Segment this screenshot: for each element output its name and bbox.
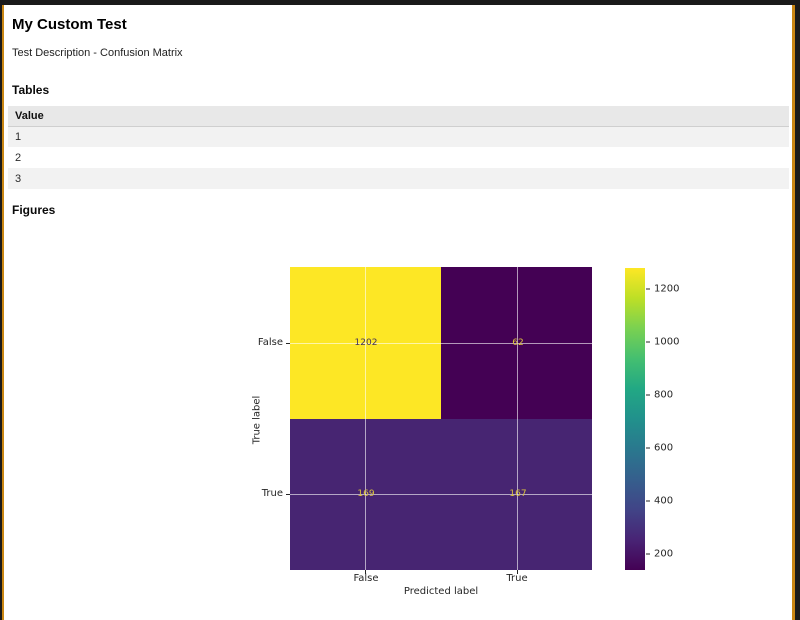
y-tick-label-true: True — [261, 488, 283, 499]
confusion-matrix-figure: True label False True 1202 62 169 167 Fa… — [0, 248, 800, 620]
table-row: 2 — [8, 147, 789, 168]
page-description: Test Description - Confusion Matrix — [12, 47, 183, 59]
frame-right-edge — [795, 0, 800, 620]
tick-mark — [646, 394, 650, 396]
colorbar-gradient — [625, 268, 645, 570]
colorbar-tick: 1000 — [646, 337, 679, 348]
report-content: My Custom Test Test Description - Confus… — [4, 5, 791, 217]
frame-top-bar — [0, 0, 800, 5]
colorbar-tick: 1200 — [646, 284, 679, 295]
colorbar-tick-label: 200 — [654, 548, 674, 560]
left-accent-border — [2, 5, 4, 620]
gridline — [290, 494, 592, 495]
colorbar-tick-label: 600 — [654, 442, 674, 454]
frame-left-edge — [0, 0, 2, 620]
x-tick-label-true: True — [506, 573, 528, 584]
tick-mark — [286, 494, 290, 495]
tick-mark — [365, 570, 366, 574]
tick-mark — [646, 288, 650, 290]
tick-mark — [646, 500, 650, 502]
colorbar-tick: 600 — [646, 443, 673, 454]
gridline — [365, 267, 366, 570]
colorbar-tick-label: 1200 — [654, 283, 680, 295]
cell-value: 62 — [512, 338, 524, 348]
table-header-cell: Value — [8, 106, 789, 127]
colorbar-tick-label: 1000 — [654, 336, 680, 348]
colorbar: 1200 1000 800 600 400 200 — [625, 268, 679, 570]
gridline — [290, 343, 592, 344]
values-table: Value 1 2 3 — [8, 106, 789, 189]
heatmap: 1202 62 169 167 — [286, 267, 592, 574]
y-axis-label: True label — [251, 395, 263, 445]
cell-value: 1202 — [354, 338, 378, 348]
x-tick-label-false: False — [353, 573, 379, 584]
tick-mark — [646, 553, 650, 555]
colorbar-tick: 800 — [646, 390, 673, 401]
cell-value: 167 — [509, 489, 527, 499]
cell-value: 169 — [357, 489, 375, 499]
tick-mark — [646, 447, 650, 449]
table-cell: 1 — [15, 130, 22, 143]
colorbar-tick: 200 — [646, 549, 673, 560]
colorbar-tick-label: 800 — [654, 389, 674, 401]
colorbar-tick-label: 400 — [654, 495, 674, 507]
x-axis-label: Predicted label — [403, 586, 479, 597]
tick-mark — [646, 341, 650, 343]
table-cell: 2 — [15, 151, 22, 164]
section-heading-figures: Figures — [12, 203, 56, 217]
tick-mark — [286, 343, 290, 344]
table-header-row: Value — [8, 106, 789, 127]
section-heading-tables: Tables — [12, 83, 50, 97]
page-title: My Custom Test — [12, 16, 127, 33]
table-row: 1 — [8, 126, 789, 147]
table-cell: 3 — [15, 172, 22, 185]
y-tick-label-false: False — [257, 337, 283, 348]
table-row: 3 — [8, 168, 789, 189]
gridline — [517, 267, 518, 570]
tick-mark — [517, 570, 518, 574]
right-accent-border — [792, 5, 795, 620]
colorbar-tick: 400 — [646, 496, 673, 507]
